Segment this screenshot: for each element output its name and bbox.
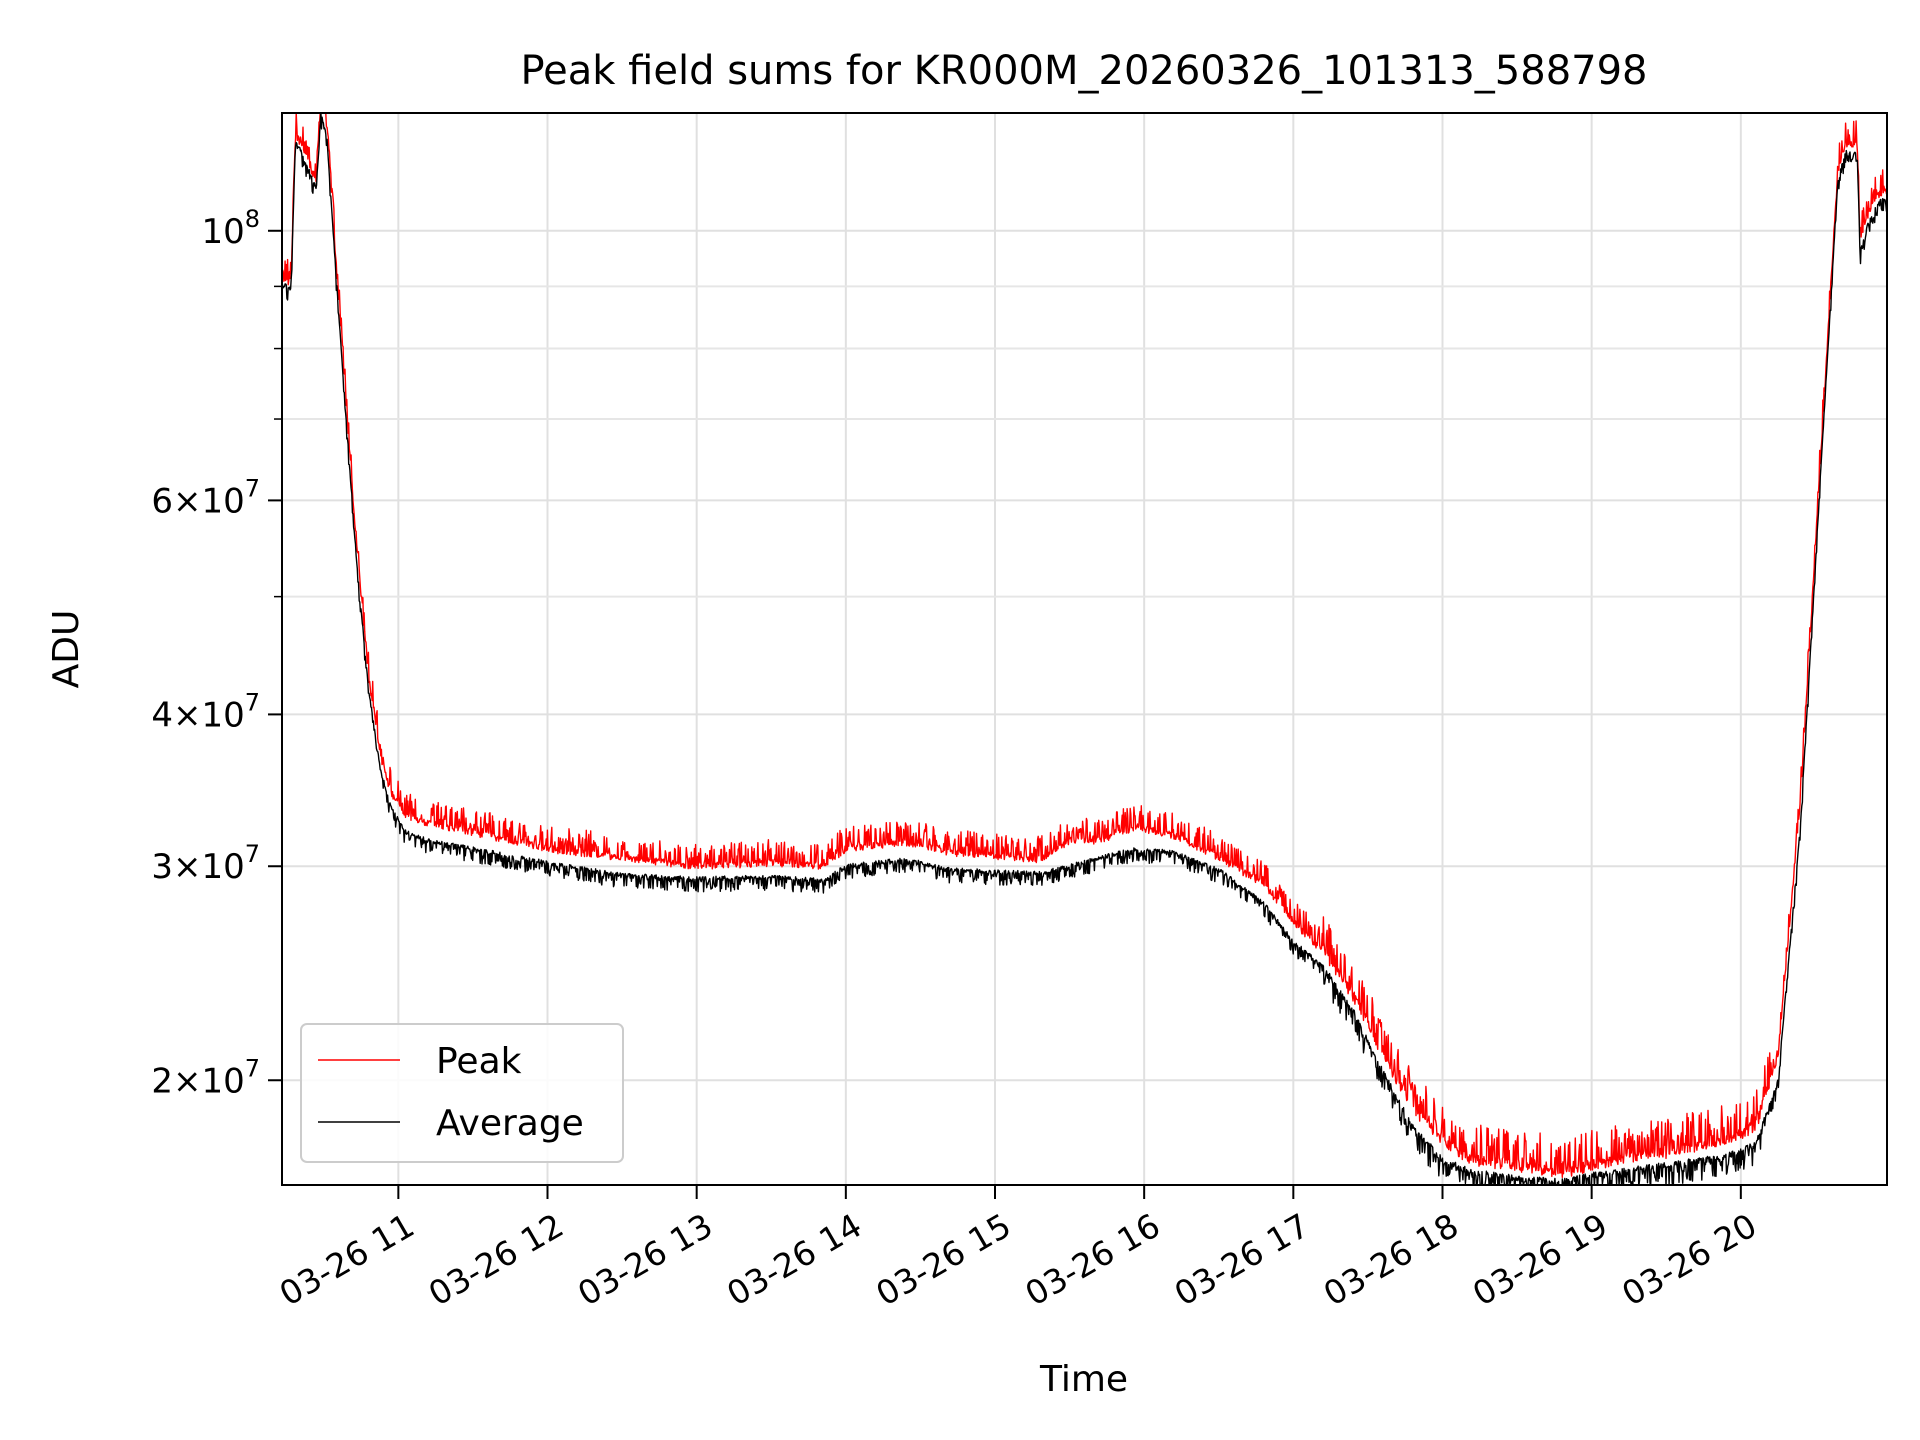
y-tick-exponent: 7 [245,688,260,716]
y-tick-base: 10 [201,212,244,252]
y-tick-base: 10 [201,481,244,521]
y-tick-base: 10 [201,1061,244,1101]
y-tick-exponent: 8 [245,205,260,233]
chart-title: Peak field sums for KR000M_20260326_1013… [520,48,1647,94]
y-tick-mantissa: 3 [151,847,173,887]
y-tick-label: 6×107 [151,474,260,521]
legend-label-average: Average [436,1103,584,1144]
y-tick-label: 4×107 [151,688,260,735]
legend: Peak Average [300,1023,624,1163]
y-axis-label: ADU [46,610,87,689]
y-tick-mantissa: 6 [151,481,173,521]
y-tick-mantissa: 4 [151,695,173,735]
x-axis-label: Time [1039,1359,1128,1400]
y-tick-exponent: 7 [245,474,260,502]
times-sign: × [173,481,202,521]
y-tick-label: 108 [201,205,260,252]
y-tick-base: 10 [201,695,244,735]
times-sign: × [173,695,202,735]
times-sign: × [173,1061,202,1101]
y-tick-label: 3×107 [151,840,260,887]
y-tick-label: 2×107 [151,1054,260,1101]
series-line-peak [282,113,1887,1179]
y-tick-mantissa: 2 [151,1061,173,1101]
legend-box [300,1023,624,1163]
legend-label-peak: Peak [436,1041,522,1082]
y-tick-exponent: 7 [245,1054,260,1082]
series-layer [282,113,1887,1185]
y-tick-exponent: 7 [245,840,260,868]
series-line-average [282,113,1887,1185]
y-tick-base: 10 [201,847,244,887]
times-sign: × [173,847,202,887]
plot-frame [281,112,1888,1186]
